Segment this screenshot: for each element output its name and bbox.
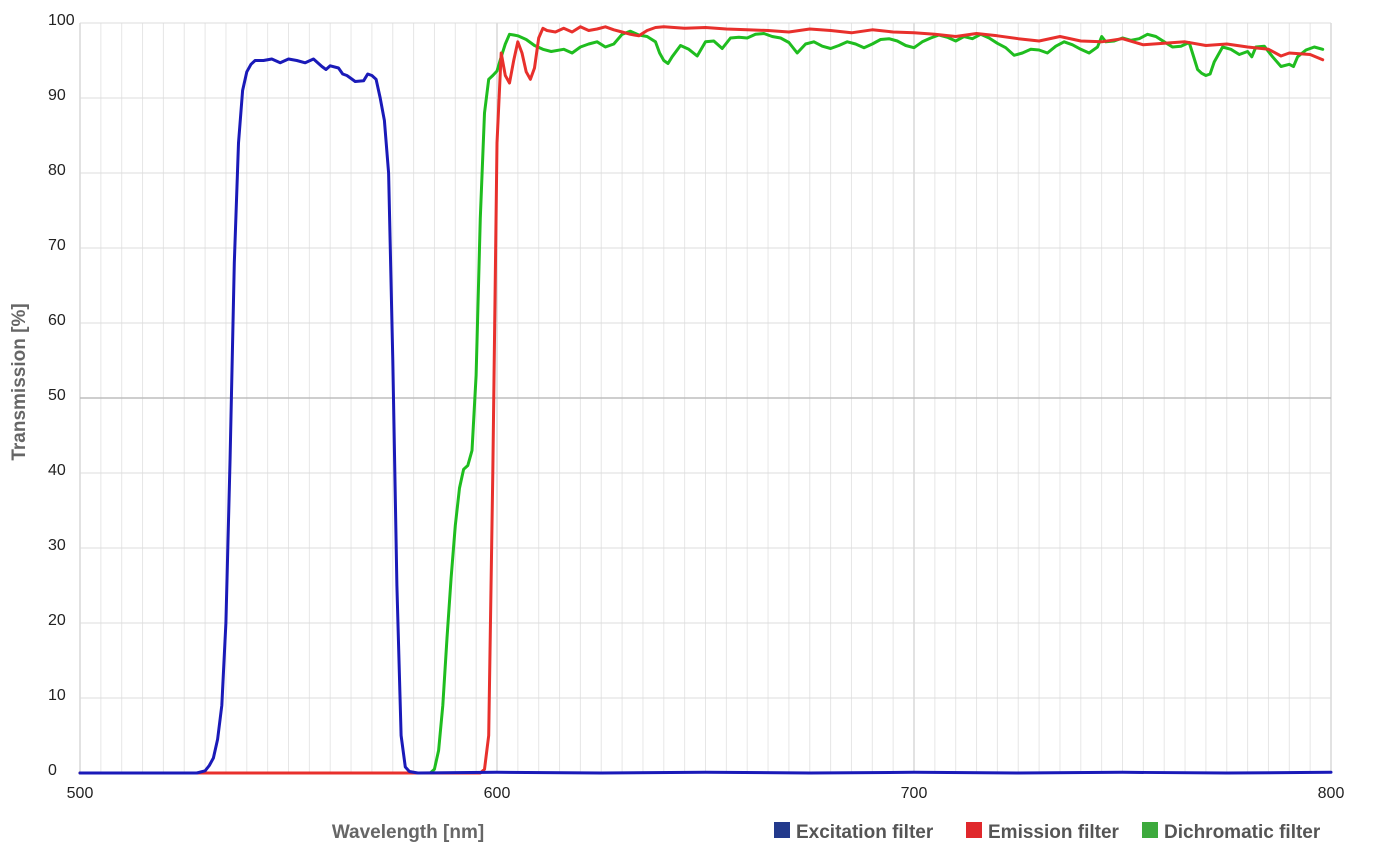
legend-swatch xyxy=(774,822,790,838)
legend-label: Emission filter xyxy=(988,822,1120,843)
y-tick-label: 90 xyxy=(48,87,66,104)
y-tick-label: 50 xyxy=(48,387,66,404)
x-tick-label: 600 xyxy=(484,785,511,802)
x-tick-label: 500 xyxy=(67,785,94,802)
legend-swatch xyxy=(1142,822,1158,838)
series-line-emission-filter xyxy=(78,25,1325,775)
y-tick-label: 100 xyxy=(48,12,75,29)
y-axis-title: Transmission [%] xyxy=(9,303,30,460)
legend-label: Excitation filter xyxy=(796,822,934,843)
tick-labels: 0 10 20 30 40 50 60 70 80 90 100 500 600 700 800 xyxy=(48,12,1344,802)
y-tick-label: 60 xyxy=(48,312,66,329)
y-tick-label: 40 xyxy=(48,462,66,479)
legend-label: Dichromatic filter xyxy=(1164,822,1321,843)
y-tick-label: 0 xyxy=(48,762,57,779)
y-tick-label: 20 xyxy=(48,612,66,629)
y-tick-label: 10 xyxy=(48,687,66,704)
legend: Excitation filter Emission filter Dichroma… xyxy=(774,822,1321,843)
x-tick-label: 700 xyxy=(901,785,928,802)
grid xyxy=(79,22,1332,774)
series-line-excitation-filter xyxy=(78,57,1333,775)
y-tick-label: 30 xyxy=(48,537,66,554)
x-axis-title: Wavelength [nm] xyxy=(332,822,484,843)
legend-swatch xyxy=(966,822,982,838)
legend-item-dichromatic-filter: Dichromatic filter xyxy=(1142,822,1321,843)
x-tick-label: 800 xyxy=(1318,785,1345,802)
y-tick-label: 80 xyxy=(48,162,66,179)
legend-item-excitation-filter: Excitation filter xyxy=(774,822,934,843)
y-tick-label: 70 xyxy=(48,237,66,254)
series-lines xyxy=(78,25,1333,775)
series-line-dichromatic-filter xyxy=(78,29,1325,775)
legend-item-emission-filter: Emission filter xyxy=(966,822,1120,843)
